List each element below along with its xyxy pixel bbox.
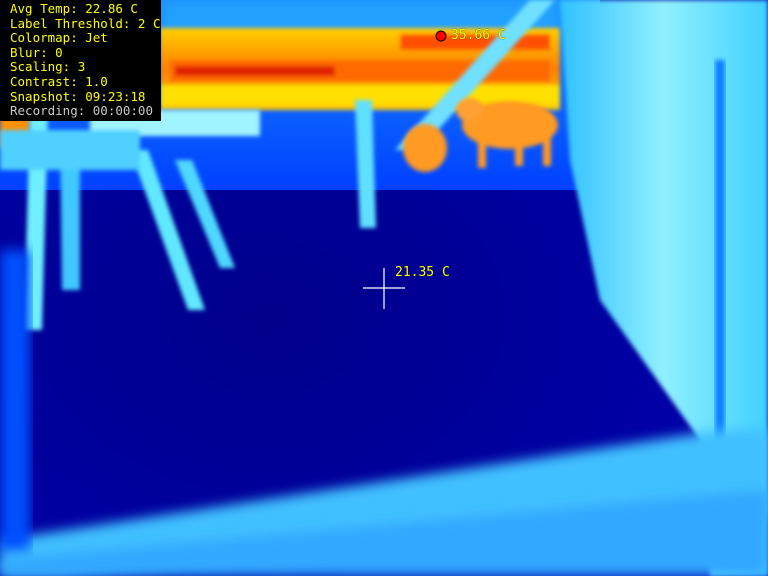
blur-text: Blur: 0 (10, 44, 63, 60)
max-temp-marker (435, 30, 447, 42)
scaling-text: Scaling: 3 (10, 59, 86, 75)
colormap-text: Colormap: Jet (10, 30, 108, 46)
label-threshold-text: Label Threshold: 2 C (10, 15, 161, 31)
bottom-ledge (0, 430, 768, 576)
contrast-text: Contrast: 1.0 (10, 73, 108, 89)
cat-heat-signature (403, 98, 558, 172)
center-crosshair (363, 268, 405, 309)
recording-text: Recording: 00:00:00 (10, 103, 153, 119)
snapshot-text: Snapshot: 09:23:18 (10, 88, 146, 104)
diagonal-beam (395, 0, 555, 150)
max-temp-label: 35.66 C (451, 28, 506, 43)
hud-panel: Avg Temp: 22.86 C Label Threshold: 2 C C… (0, 0, 161, 121)
avg-temp-text: Avg Temp: 22.86 C (10, 1, 138, 16)
center-temp-label: 21.35 C (395, 265, 450, 280)
